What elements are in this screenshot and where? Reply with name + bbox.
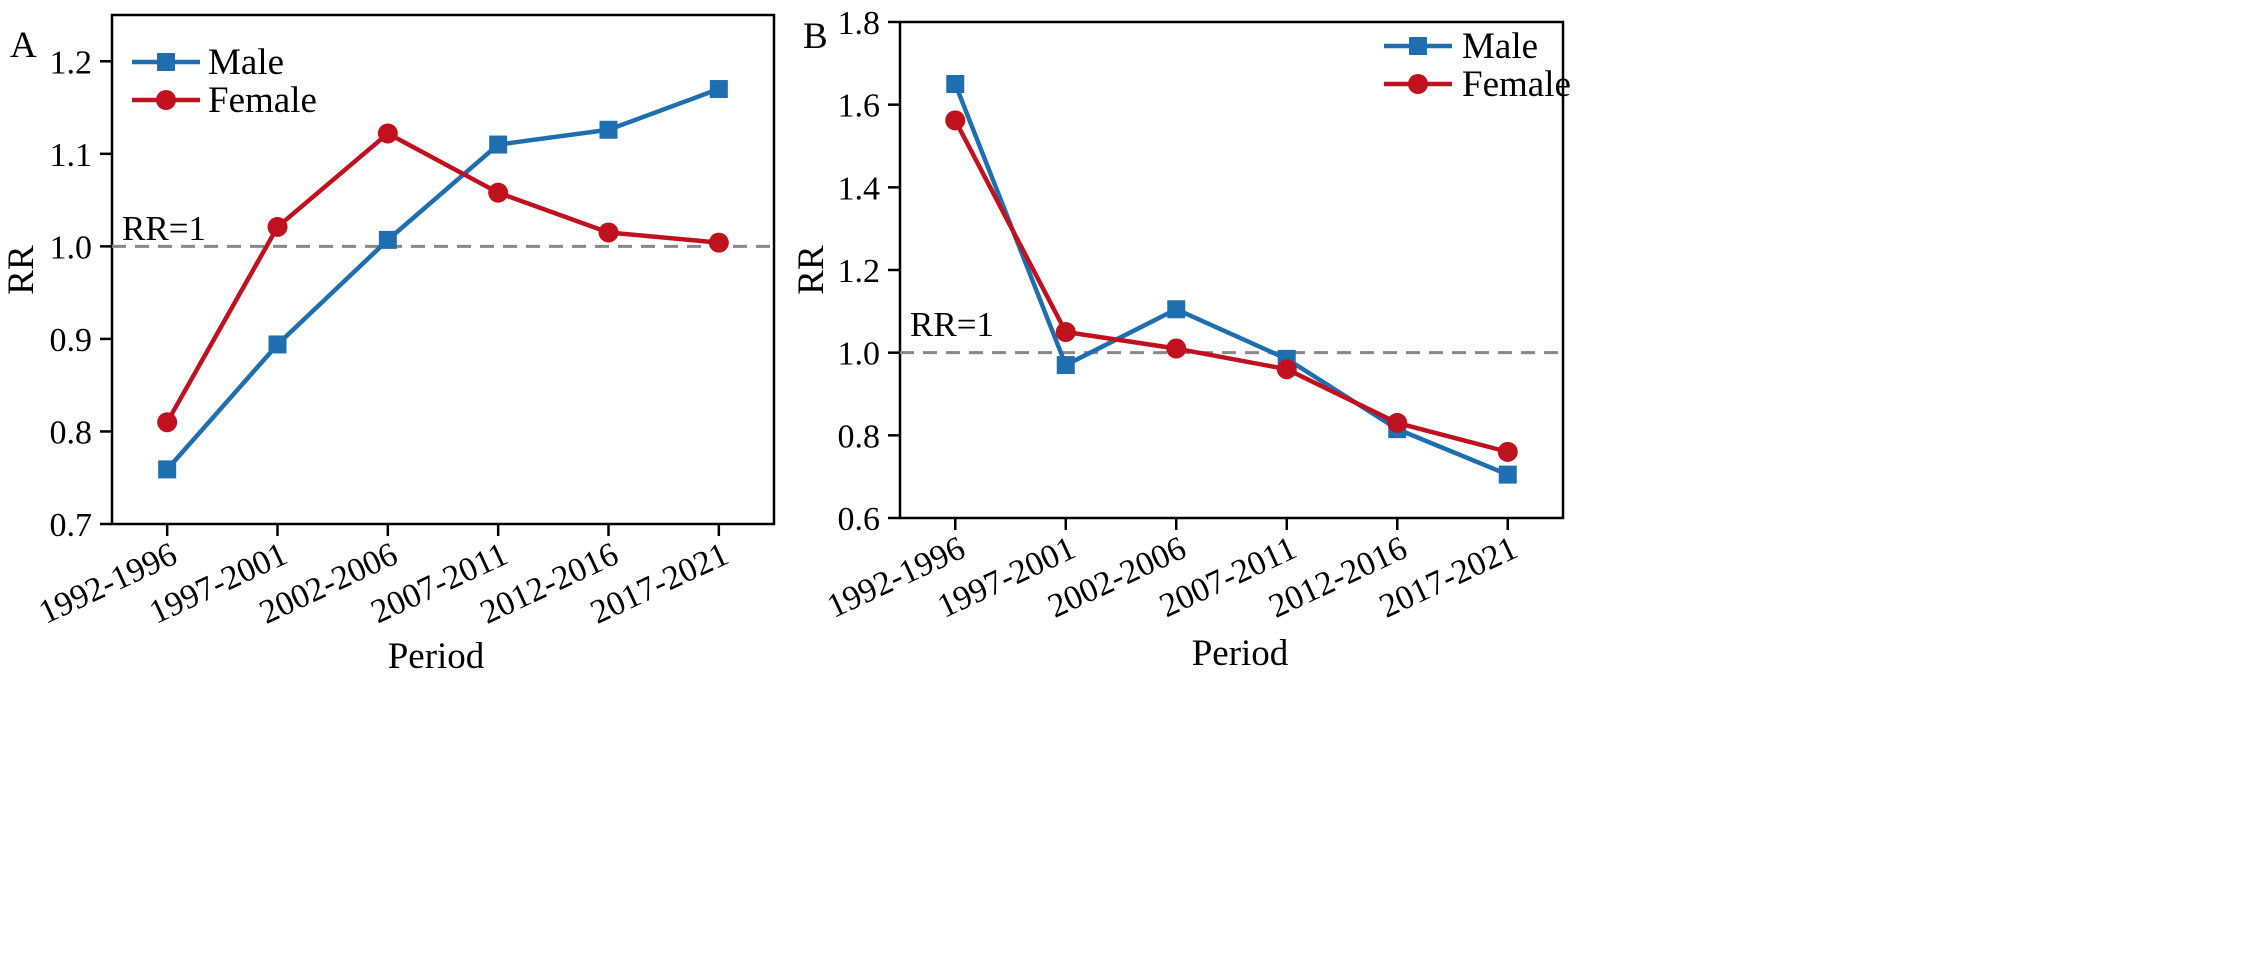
data-point-female bbox=[598, 222, 619, 243]
y-tick-label: 1.0 bbox=[50, 229, 93, 266]
series-line-female bbox=[165, 131, 720, 424]
series-line-male bbox=[953, 83, 1509, 477]
plot-frame bbox=[110, 13, 776, 526]
data-point-female bbox=[1055, 322, 1076, 342]
legend-label-female: Female bbox=[1462, 64, 1571, 105]
data-point-male bbox=[1498, 465, 1517, 484]
y-axis-title: RR bbox=[1, 245, 42, 295]
data-point-male bbox=[1167, 300, 1186, 319]
data-point-female bbox=[708, 232, 729, 253]
data-point-female bbox=[488, 182, 509, 203]
y-tick-label: 0.8 bbox=[50, 414, 93, 451]
x-axis-title: Period bbox=[1192, 633, 1289, 674]
series-line-female bbox=[953, 119, 1509, 455]
data-point-male bbox=[946, 75, 965, 93]
legend-label-male: Male bbox=[208, 42, 284, 83]
legend-marker-male bbox=[1409, 37, 1427, 55]
data-point-male bbox=[378, 230, 397, 249]
y-tick-label: 1.2 bbox=[50, 44, 93, 81]
data-point-female bbox=[1497, 441, 1518, 462]
y-tick-label: 1.8 bbox=[838, 5, 881, 42]
data-point-female bbox=[377, 123, 398, 144]
data-point-female bbox=[157, 412, 178, 433]
legend-marker-male bbox=[157, 53, 175, 71]
data-point-male bbox=[599, 120, 618, 139]
legend-marker-female bbox=[156, 90, 176, 110]
data-point-male bbox=[158, 460, 177, 479]
data-point-male bbox=[489, 135, 508, 154]
y-tick-label: 1.0 bbox=[838, 336, 881, 373]
legend-marker-female bbox=[1408, 74, 1428, 94]
data-point-female bbox=[945, 110, 966, 131]
data-point-male bbox=[268, 335, 287, 354]
panel-label: A bbox=[10, 25, 37, 66]
data-point-male bbox=[709, 80, 728, 99]
reference-line-label: RR=1 bbox=[122, 209, 206, 248]
legend-label-male: Male bbox=[1462, 26, 1538, 67]
panel-a-chart: A0.70.80.91.01.11.21992-19961997-2001200… bbox=[1, 13, 776, 677]
y-axis-title: RR bbox=[791, 245, 832, 295]
y-tick-label: 0.6 bbox=[838, 501, 881, 538]
data-point-female bbox=[1166, 338, 1187, 359]
data-point-female bbox=[267, 216, 288, 237]
y-tick-label: 1.6 bbox=[838, 88, 881, 125]
legend-label-female: Female bbox=[208, 80, 317, 121]
y-tick-label: 0.9 bbox=[50, 322, 93, 359]
data-point-female bbox=[1387, 412, 1408, 433]
data-point-male bbox=[1056, 356, 1075, 375]
reference-line-label: RR=1 bbox=[910, 305, 994, 344]
series-line-male bbox=[165, 86, 720, 471]
y-tick-label: 1.4 bbox=[838, 170, 881, 207]
y-tick-label: 0.7 bbox=[50, 507, 93, 544]
y-tick-label: 0.8 bbox=[838, 418, 881, 455]
x-axis-title: Period bbox=[388, 636, 485, 677]
panel-label: B bbox=[803, 16, 828, 57]
y-tick-label: 1.2 bbox=[838, 253, 881, 290]
y-tick-label: 1.1 bbox=[50, 137, 93, 174]
panel-b-chart: B0.60.81.01.21.41.61.81992-19961997-2001… bbox=[791, 5, 1571, 674]
data-point-female bbox=[1276, 359, 1297, 380]
